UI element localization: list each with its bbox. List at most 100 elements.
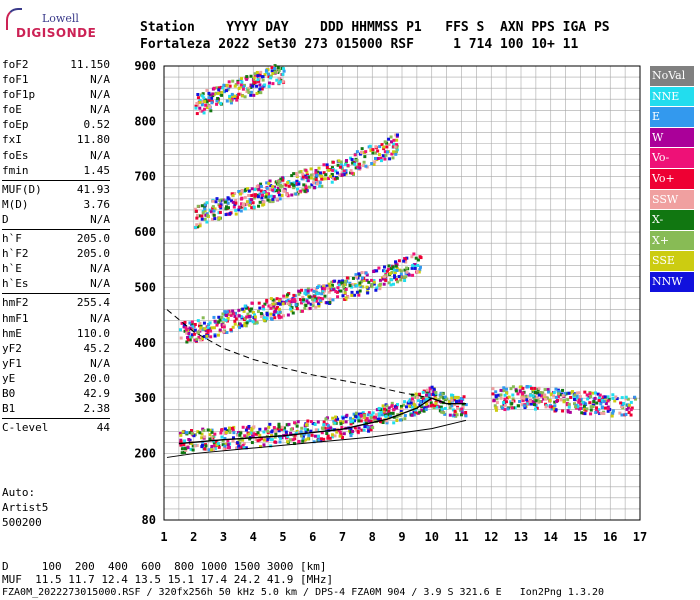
echo-point: [394, 262, 398, 266]
echo-point: [573, 402, 577, 406]
echo-point: [274, 70, 278, 74]
echo-point: [269, 76, 273, 80]
echo-point: [277, 69, 281, 73]
echo-point: [250, 441, 254, 445]
param-name: foF1p: [2, 88, 36, 102]
echo-point: [198, 431, 202, 435]
echo-point: [249, 85, 253, 89]
echo-point: [368, 144, 372, 148]
echo-point: [458, 399, 462, 403]
echo-point: [211, 205, 215, 209]
echo-point: [339, 432, 343, 436]
echo-point: [599, 400, 603, 404]
echo-point: [330, 280, 334, 284]
echo-point: [202, 111, 206, 115]
param-row: h`Es N/A: [2, 277, 110, 292]
echo-point: [243, 321, 247, 325]
echo-point: [419, 400, 423, 404]
echo-point: [293, 421, 297, 425]
echo-point: [362, 160, 366, 164]
echo-point: [357, 419, 361, 423]
echo-point: [294, 192, 298, 196]
echo-point: [350, 171, 354, 175]
echo-point: [209, 335, 213, 339]
param-value: N/A: [90, 262, 110, 276]
echo-point: [264, 427, 268, 431]
echo-point: [462, 395, 466, 399]
echo-point: [568, 410, 572, 414]
echo-point: [269, 297, 273, 301]
echo-point: [575, 391, 579, 395]
echo-point: [179, 443, 183, 447]
echo-point: [224, 430, 228, 434]
echo-point: [511, 397, 515, 401]
echo-point: [536, 398, 540, 402]
echo-point: [555, 399, 559, 403]
echo-point: [593, 396, 597, 400]
echo-point: [333, 434, 337, 438]
echo-point: [228, 84, 232, 88]
param-name: foEp: [2, 118, 29, 132]
echo-point: [195, 223, 199, 227]
param-row: h`F 205.0: [2, 232, 110, 247]
echo-point: [383, 150, 387, 154]
echo-point: [375, 157, 379, 161]
echo-point: [369, 149, 373, 153]
echo-point: [206, 214, 210, 218]
echo-point: [198, 100, 202, 104]
echo-point: [547, 390, 551, 394]
echo-point: [328, 436, 332, 440]
echo-point: [334, 418, 338, 422]
echo-point: [315, 292, 319, 296]
echo-point: [239, 83, 243, 87]
echo-point: [591, 402, 595, 406]
echo-point: [435, 405, 439, 409]
echo-point: [321, 286, 325, 290]
echo-point: [620, 396, 624, 400]
echo-point: [245, 321, 249, 325]
echo-point: [377, 413, 381, 417]
echo-point: [302, 298, 306, 302]
echo-point: [416, 263, 420, 267]
echo-point: [243, 188, 247, 192]
echo-point: [523, 406, 527, 410]
echo-point: [624, 412, 628, 416]
echo-point: [335, 171, 339, 175]
echo-point: [387, 409, 391, 413]
echo-point: [509, 400, 513, 404]
echo-point: [239, 209, 243, 213]
echo-point: [219, 431, 223, 435]
echo-point: [257, 79, 261, 83]
echo-point: [376, 149, 380, 153]
echo-point: [350, 293, 354, 297]
echo-point: [387, 414, 391, 418]
echo-point: [179, 438, 183, 442]
echo-point: [407, 273, 411, 277]
param-value: 20.0: [83, 371, 111, 385]
echo-point: [270, 317, 274, 321]
echo-point: [264, 71, 268, 75]
echo-point: [277, 179, 281, 183]
echo-point: [193, 322, 197, 326]
echo-point: [185, 328, 189, 332]
echo-point: [439, 405, 443, 409]
echo-point: [232, 312, 236, 316]
echo-point: [314, 287, 318, 291]
echo-point: [199, 324, 203, 328]
echo-point: [308, 306, 312, 310]
echo-point: [546, 388, 550, 392]
echo-point: [248, 200, 252, 204]
echo-point: [365, 417, 369, 421]
echo-point: [239, 315, 243, 319]
echo-point: [390, 278, 394, 282]
header-line-2: Fortaleza 2022 Set30 273 015000 RSF 1 71…: [140, 37, 579, 52]
echo-point: [297, 431, 301, 435]
echo-point: [504, 387, 508, 391]
param-value: 42.9: [83, 386, 111, 400]
echo-point: [267, 72, 271, 76]
echo-point: [319, 173, 323, 177]
echo-point: [396, 280, 400, 284]
echo-point: [403, 268, 407, 272]
echo-point: [217, 203, 221, 207]
echo-point: [287, 422, 291, 426]
